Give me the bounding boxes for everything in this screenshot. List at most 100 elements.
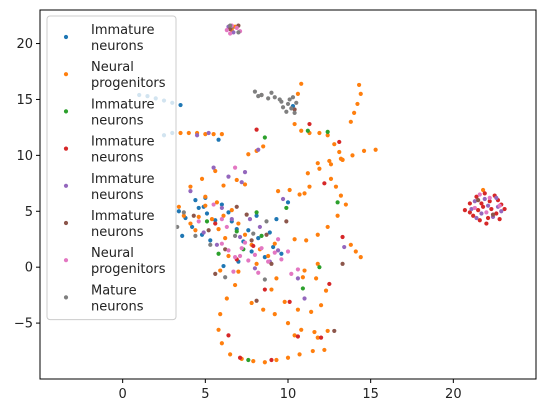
point-series-1: [293, 237, 297, 241]
point-series-1: [349, 243, 353, 247]
point-series-6: [276, 237, 280, 241]
point-series-4: [220, 206, 224, 210]
point-series-0: [178, 103, 182, 107]
legend-marker: [64, 221, 68, 225]
point-series-1: [216, 328, 220, 332]
point-series-6: [233, 255, 237, 259]
point-series-1: [273, 312, 277, 316]
y-tick-label: 0: [25, 261, 33, 276]
point-series-2: [216, 252, 220, 256]
legend-marker: [64, 184, 68, 188]
point-series-1: [306, 171, 310, 175]
point-series-1: [233, 283, 237, 287]
point-series-2: [284, 206, 288, 210]
point-series-1: [362, 149, 366, 153]
point-series-1: [316, 233, 320, 237]
point-series-7: [266, 96, 270, 100]
point-series-1: [220, 341, 224, 345]
point-series-6: [488, 196, 492, 200]
point-series-5: [332, 329, 336, 333]
point-series-1: [226, 254, 230, 258]
point-series-6: [296, 267, 300, 271]
point-series-5: [284, 219, 288, 223]
point-series-1: [296, 92, 300, 96]
point-series-1: [340, 158, 344, 162]
point-series-1: [246, 152, 250, 156]
point-series-0: [180, 234, 184, 238]
point-series-1: [251, 359, 255, 363]
point-series-0: [279, 252, 283, 256]
point-series-3: [288, 300, 292, 304]
y-tick-label: 15: [16, 93, 33, 108]
point-series-3: [263, 287, 267, 291]
point-series-4: [215, 243, 219, 247]
point-series-1: [309, 310, 313, 314]
point-series-1: [286, 321, 290, 325]
point-series-3: [486, 216, 490, 220]
point-series-1: [339, 194, 343, 198]
point-series-3: [226, 333, 230, 337]
point-series-6: [226, 248, 230, 252]
point-series-5: [340, 262, 344, 266]
point-series-0: [193, 198, 197, 202]
point-series-6: [243, 240, 247, 244]
legend: ImmatureneuronsNeuralprogenitorsImmature…: [47, 16, 176, 320]
point-series-1: [177, 205, 181, 209]
point-series-6: [235, 26, 239, 30]
point-series-4: [256, 148, 260, 152]
legend-entry-label: Matureneurons: [91, 283, 144, 314]
point-series-6: [225, 225, 229, 229]
point-series-0: [221, 264, 225, 268]
point-series-7: [284, 110, 288, 114]
point-series-3: [319, 336, 323, 340]
point-series-3: [327, 282, 331, 286]
point-series-4: [243, 170, 247, 174]
point-series-3: [498, 217, 502, 221]
point-series-1: [254, 262, 258, 266]
point-series-2: [235, 229, 239, 233]
point-series-3: [479, 201, 483, 205]
point-series-4: [195, 133, 199, 137]
point-series-0: [216, 138, 220, 142]
point-series-1: [193, 228, 197, 232]
point-series-1: [221, 183, 225, 187]
point-series-4: [207, 131, 211, 135]
point-series-1: [355, 102, 359, 106]
point-series-1: [218, 312, 222, 316]
point-series-1: [319, 303, 323, 307]
point-series-3: [251, 244, 255, 248]
point-series-3: [254, 128, 258, 132]
point-series-1: [297, 352, 301, 356]
point-series-1: [359, 92, 363, 96]
point-series-3: [296, 334, 300, 338]
point-series-6: [266, 259, 270, 263]
point-series-6: [498, 204, 502, 208]
point-series-3: [340, 235, 344, 239]
point-series-0: [197, 206, 201, 210]
y-tick-label: −5: [14, 317, 33, 332]
point-series-4: [494, 196, 498, 200]
point-series-3: [213, 221, 217, 225]
point-series-6: [484, 210, 488, 214]
point-series-1: [273, 242, 277, 246]
point-series-5: [491, 213, 495, 217]
point-series-1: [203, 204, 207, 208]
point-series-2: [317, 265, 321, 269]
point-series-7: [263, 277, 267, 281]
point-series-0: [250, 249, 254, 253]
point-series-1: [212, 132, 216, 136]
point-series-1: [344, 202, 348, 206]
point-series-3: [489, 207, 493, 211]
point-series-1: [359, 255, 363, 259]
point-series-1: [274, 276, 278, 280]
point-series-5: [245, 213, 249, 217]
point-series-1: [218, 268, 222, 272]
point-series-1: [276, 189, 280, 193]
legend-marker: [64, 147, 68, 151]
y-tick-label: 20: [16, 37, 33, 52]
point-series-4: [248, 217, 252, 221]
point-series-4: [202, 230, 206, 234]
point-series-1: [312, 330, 316, 334]
point-series-7: [278, 97, 282, 101]
